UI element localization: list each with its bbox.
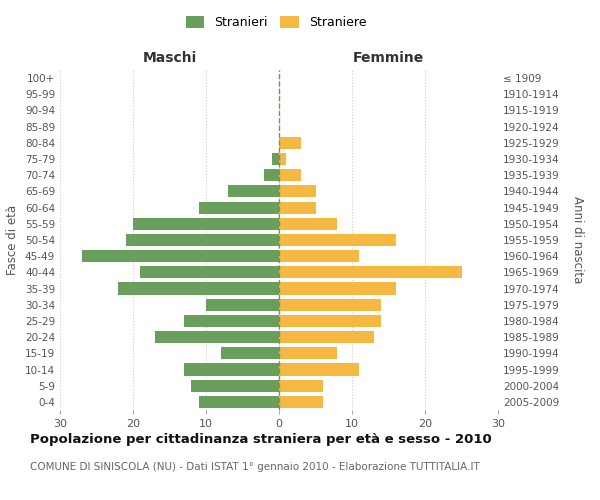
Y-axis label: Anni di nascita: Anni di nascita — [571, 196, 584, 284]
Text: Maschi: Maschi — [142, 51, 197, 65]
Bar — [279, 202, 316, 213]
Bar — [279, 266, 461, 278]
Bar — [279, 396, 323, 408]
Bar — [279, 169, 301, 181]
Legend: Stranieri, Straniere: Stranieri, Straniere — [181, 11, 371, 34]
Bar — [279, 137, 301, 149]
Text: Popolazione per cittadinanza straniera per età e sesso - 2010: Popolazione per cittadinanza straniera p… — [30, 432, 492, 446]
Bar — [279, 282, 396, 294]
Bar — [191, 380, 279, 392]
Text: Femmine: Femmine — [353, 51, 424, 65]
Y-axis label: Fasce di età: Fasce di età — [7, 205, 19, 275]
Bar — [199, 396, 279, 408]
Bar — [82, 250, 279, 262]
Text: COMUNE DI SINISCOLA (NU) - Dati ISTAT 1° gennaio 2010 - Elaborazione TUTTITALIA.: COMUNE DI SINISCOLA (NU) - Dati ISTAT 1°… — [30, 462, 480, 472]
Bar — [184, 364, 279, 376]
Bar — [279, 298, 381, 311]
Bar — [118, 282, 279, 294]
Bar — [279, 380, 323, 392]
Bar — [206, 298, 279, 311]
Bar — [272, 153, 279, 165]
Bar — [155, 331, 279, 343]
Bar — [279, 250, 359, 262]
Bar — [279, 331, 374, 343]
Bar — [184, 315, 279, 327]
Bar — [265, 169, 279, 181]
Bar — [228, 186, 279, 198]
Bar — [221, 348, 279, 360]
Bar — [279, 186, 316, 198]
Bar — [126, 234, 279, 246]
Bar — [199, 202, 279, 213]
Bar — [279, 218, 337, 230]
Bar — [279, 153, 286, 165]
Bar — [279, 315, 381, 327]
Bar — [140, 266, 279, 278]
Bar — [279, 364, 359, 376]
Bar — [279, 348, 337, 360]
Bar — [133, 218, 279, 230]
Bar — [279, 234, 396, 246]
